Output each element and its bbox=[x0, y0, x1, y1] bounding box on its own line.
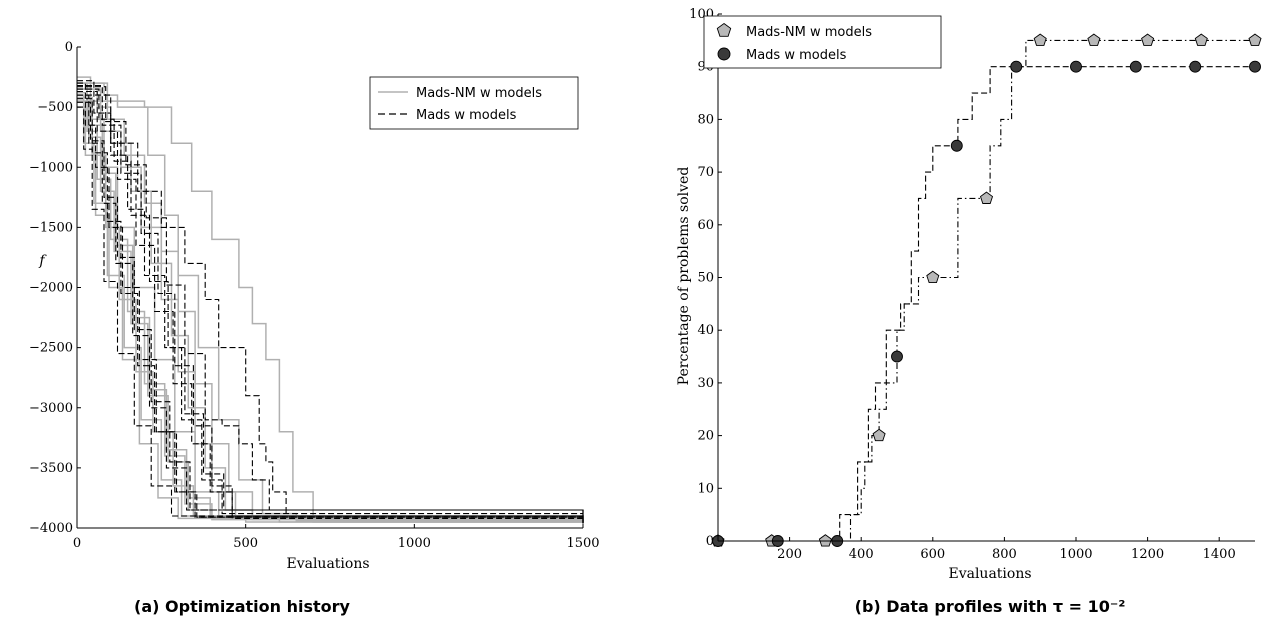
panel-a-ytick-label: −4000 bbox=[29, 521, 73, 536]
panel-b-nm-marker-7 bbox=[1087, 33, 1101, 46]
panel-b-mads-profile bbox=[718, 66, 1255, 542]
panel-b-xtick-label: 200 bbox=[777, 547, 802, 562]
panel-a-xtick-label: 1500 bbox=[566, 536, 599, 551]
panel-a-xtick-label: 1000 bbox=[398, 536, 431, 551]
panel-b-xtick-label: 800 bbox=[992, 547, 1017, 562]
panel-a-mads-run-3 bbox=[77, 106, 584, 524]
panel-a-nm-run-8 bbox=[77, 96, 584, 524]
panel-a-ylabel: f bbox=[38, 253, 47, 269]
panel-a-mads-run-1 bbox=[77, 94, 584, 524]
panel-b-ytick-label: 40 bbox=[697, 323, 714, 338]
panel-b-ytick-label: 20 bbox=[697, 429, 714, 444]
legend-a-label-mads: Mads w models bbox=[416, 108, 517, 123]
panel-a-xlabel: Evaluations bbox=[286, 556, 369, 572]
panel-b-ytick-label: 30 bbox=[697, 376, 714, 391]
panel-a-ytick-label: −1500 bbox=[29, 220, 73, 235]
panel-a-optimization-history: 0 500 1000 1500 0 −500 −1000 −1500 −2000 −2500 −30… bbox=[29, 40, 600, 616]
panel-b-nm-profile bbox=[718, 39, 1255, 542]
panel-a-plot bbox=[77, 76, 584, 524]
panel-b-mads-marker-8 bbox=[1189, 60, 1202, 73]
panel-b-xtick-label: 400 bbox=[849, 547, 874, 562]
panel-a-nm-run-9 bbox=[77, 91, 584, 524]
panel-b-caption: (b) Data profiles with τ = 10⁻² bbox=[855, 597, 1126, 616]
legend-b-swatch-nm bbox=[716, 22, 732, 37]
panel-b-xtick-label: 1200 bbox=[1131, 547, 1164, 562]
panel-b-nm-marker-3 bbox=[872, 428, 886, 442]
panel-a-nm-run-4 bbox=[77, 88, 584, 524]
panel-a-nm-run-10 bbox=[77, 82, 584, 524]
panel-b-xtick-label: 600 bbox=[920, 547, 945, 562]
panel-a-ytick-label: 0 bbox=[65, 40, 73, 55]
panel-a-ytick-label: −2500 bbox=[29, 341, 73, 356]
legend-b-label-nm: Mads-NM w models bbox=[746, 25, 872, 40]
panel-a-nm-run-5 bbox=[77, 100, 584, 524]
panel-a-nm-run-2 bbox=[77, 76, 584, 524]
panel-b-legend: Mads-NM w models Mads w models bbox=[703, 15, 942, 69]
panel-b-ytick-label: 50 bbox=[697, 271, 714, 286]
panel-a-nm-run-0 bbox=[77, 82, 584, 524]
panel-a-axes: 0 500 1000 1500 0 −500 −1000 −1500 −2000 −2500 −30… bbox=[29, 40, 600, 551]
panel-b-mads-marker-6 bbox=[1070, 60, 1082, 73]
panel-a-ytick-label: −3500 bbox=[29, 461, 73, 476]
panel-b-xtick-label: 1000 bbox=[1059, 547, 1092, 562]
panel-a-mads-run-2 bbox=[77, 80, 584, 524]
panel-b-nm-marker-10 bbox=[1248, 33, 1262, 46]
panel-a-nm-run-7 bbox=[77, 88, 584, 524]
panel-a-nm-run-11 bbox=[77, 100, 584, 524]
panel-a-ytick-label: −2000 bbox=[29, 281, 73, 296]
panel-b-ytick-label: 0 bbox=[706, 534, 714, 549]
panel-a-nm-run-3 bbox=[77, 106, 584, 524]
panel-b-xtick-label: 1400 bbox=[1203, 547, 1236, 562]
panel-b-ytick-label: 70 bbox=[697, 165, 714, 180]
panel-b-nm-marker-9 bbox=[1194, 33, 1208, 46]
panel-b-nm-marker-5 bbox=[979, 191, 994, 204]
panel-a-legend: Mads-NM w models Mads w models bbox=[369, 76, 579, 130]
panel-b-nm-marker-2 bbox=[818, 534, 832, 547]
panel-b-nm-marker-8 bbox=[1141, 33, 1155, 46]
panel-a-mads-run-10 bbox=[77, 86, 584, 524]
panel-b-ytick-label: 60 bbox=[697, 218, 714, 233]
panel-a-mads-run-9 bbox=[77, 90, 584, 524]
panel-a-mads-run-5 bbox=[77, 101, 584, 524]
panel-b-nm-marker-6 bbox=[1033, 33, 1047, 46]
panel-b-ylabel: Percentage of problems solved bbox=[676, 167, 692, 386]
panel-b-ytick-label: 10 bbox=[697, 481, 714, 496]
panel-b-plot bbox=[711, 33, 1262, 547]
panel-a-xtick-label: 500 bbox=[233, 536, 258, 551]
panel-b-mads-marker-3 bbox=[891, 350, 903, 363]
panel-b-axes: 200 400 600 800 1000 1200 1400 0 10 20 30 40 50 60 70 8… bbox=[689, 7, 1255, 562]
panel-a-ytick-label: −500 bbox=[37, 100, 73, 115]
panel-b-legend-box bbox=[703, 15, 942, 69]
legend-b-label-mads: Mads w models bbox=[746, 48, 847, 63]
panel-a-xtick-label: 0 bbox=[73, 536, 81, 551]
legend-b-swatch-mads bbox=[717, 47, 731, 61]
panel-a-ytick-label: −1000 bbox=[29, 160, 73, 175]
panel-a-caption: (a) Optimization history bbox=[134, 597, 350, 616]
panel-b-mads-marker-7 bbox=[1129, 60, 1142, 73]
panel-b-ytick-label: 80 bbox=[697, 112, 714, 127]
panel-a-mads-run-8 bbox=[77, 98, 584, 524]
panel-b-nm-marker-4 bbox=[926, 270, 940, 284]
panel-b-data-profiles: 200 400 600 800 1000 1200 1400 0 10 20 30 40 50 60 70 8… bbox=[676, 7, 1262, 616]
panel-a-mads-run-6 bbox=[77, 84, 584, 524]
panel-a-nm-run-1 bbox=[77, 94, 584, 524]
panel-a-ytick-label: −3000 bbox=[29, 401, 73, 416]
panel-b-xlabel: Evaluations bbox=[948, 566, 1031, 582]
panel-a-mads-run-0 bbox=[77, 82, 584, 524]
panel-b-mads-marker-5 bbox=[1010, 60, 1023, 73]
legend-a-label-nm: Mads-NM w models bbox=[416, 86, 542, 101]
panel-a-nm-run-6 bbox=[77, 82, 584, 524]
panel-a-mads-run-7 bbox=[77, 94, 584, 524]
panel-b-mads-marker-4 bbox=[950, 139, 963, 152]
panel-a-mads-run-4 bbox=[77, 88, 584, 524]
panel-b-mads-marker-9 bbox=[1249, 60, 1261, 73]
panel-a-legend-box bbox=[369, 76, 579, 130]
